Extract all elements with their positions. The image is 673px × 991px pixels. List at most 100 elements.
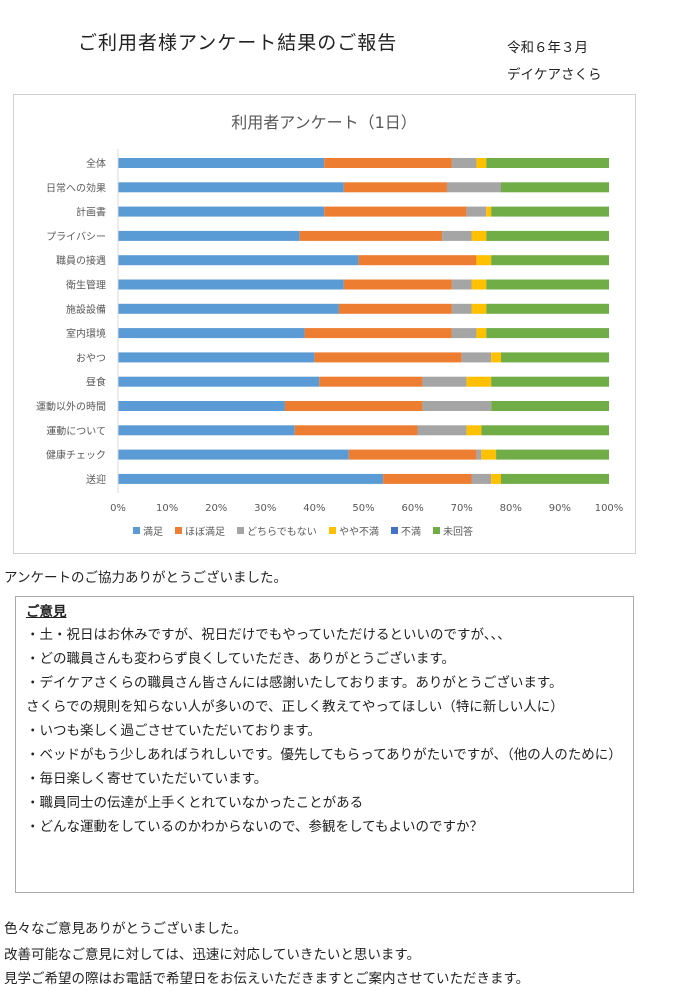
category-label: 送迎 <box>86 473 106 486</box>
bar-segment <box>486 158 609 168</box>
category-label: おやつ <box>76 352 106 364</box>
closing-line-1: 色々なご意見ありがとうございました。 <box>4 921 247 937</box>
bar-segment <box>486 303 609 314</box>
bar-segment <box>358 255 477 266</box>
bar-segment <box>442 230 472 241</box>
bar-segment <box>486 279 609 290</box>
x-tick-label: 20% <box>205 503 227 514</box>
bar-segment <box>348 449 477 460</box>
category-label: プライバシー <box>46 231 106 243</box>
legend-swatch <box>391 527 398 534</box>
legend-label: ほぼ満足 <box>185 526 225 538</box>
bar-segment <box>476 449 482 460</box>
legend-label: 未回答 <box>443 525 473 538</box>
bar-segment <box>118 230 300 241</box>
bar-segment <box>486 206 492 217</box>
chart-canvas: 利用者アンケート（1日） 全体日常への効果計画書プライバシー職員の接遇衛生管理施設… <box>36 113 624 538</box>
bar-segment <box>304 328 452 339</box>
x-tick-label: 70% <box>451 503 473 514</box>
opinion-item: ・土・祝日はお休みですが、祝日だけでもやっていただけるといいのですが、、、 <box>26 627 511 643</box>
bar-segment <box>324 206 467 217</box>
bar-segment <box>466 425 482 436</box>
bar-segment <box>343 279 452 290</box>
bar-segment <box>491 352 501 363</box>
category-label: 昼食 <box>86 376 106 389</box>
document-date: 令和６年３月 <box>507 40 588 56</box>
bar-segment <box>491 206 609 217</box>
bar-segment <box>466 376 492 387</box>
organization-name: デイケアさくら <box>507 67 602 83</box>
closing-line-2: 改善可能なご意見に対しては、迅速に対応していきたいと思います。 <box>4 947 421 963</box>
x-tick-label: 80% <box>500 503 522 514</box>
category-label: 室内環境 <box>66 327 106 340</box>
opinions-heading: ご意見 <box>26 604 67 620</box>
bar-segment <box>481 449 497 460</box>
legend-swatch <box>329 527 336 534</box>
bar-segment <box>496 449 609 460</box>
category-label: 衛生管理 <box>66 279 106 292</box>
bar-segment <box>451 279 472 290</box>
bar-segment <box>466 206 487 217</box>
category-label: 全体 <box>86 157 106 170</box>
opinion-item: ・毎日楽しく寄せていただいています。 <box>26 771 268 787</box>
bar-segment <box>491 401 609 411</box>
bar-segment <box>491 473 501 484</box>
category-label: 健康チェック <box>46 449 106 462</box>
bar-segment <box>294 425 418 436</box>
bar-segment <box>118 352 315 363</box>
thanks-message: アンケートのご協力ありがとうございました。 <box>4 570 287 586</box>
bar-segment <box>118 182 344 193</box>
bar-segment <box>451 328 477 339</box>
survey-chart: 利用者アンケート（1日） 全体 日常への効果 計画書 プライバシー 職員の接遇 衛生管理 施設… <box>13 94 636 554</box>
legend-label: どちらでもない <box>247 526 317 538</box>
bar-segment <box>486 328 609 339</box>
bar-segment <box>500 182 609 193</box>
bar-segment <box>471 303 487 314</box>
category-label: 運動について <box>46 424 106 437</box>
bar-segment <box>476 158 487 168</box>
opinions-list: ・土・祝日はお休みですが、祝日だけでもやっていただけるといいのですが、、、 ・ど… <box>26 623 623 839</box>
bar-segment <box>491 376 609 387</box>
bar-segment <box>338 303 452 314</box>
bar-segment <box>500 473 609 484</box>
bar-segment <box>118 328 305 339</box>
bar-segment <box>476 255 492 266</box>
bar-segment <box>118 303 339 314</box>
opinion-item: ・ベッドがもう少しあればうれしいです。優先してもらってありがたいですが、（他の人… <box>26 747 622 763</box>
bar-segment <box>118 449 349 460</box>
legend-swatch <box>237 527 244 534</box>
bar-segment <box>314 352 462 363</box>
bar-segment <box>417 425 467 436</box>
bar-segment <box>118 158 325 168</box>
chart-title: 利用者アンケート（1日） <box>231 113 417 132</box>
closing-line-3: 見学ご希望の際はお電話で希望日をお伝えいただきますとご案内させていただきます。 <box>4 971 530 987</box>
bar-segment <box>383 473 472 484</box>
document-title: ご利用者様アンケート結果のご報告 <box>78 32 398 54</box>
bar-segment <box>461 352 492 363</box>
bar-segment <box>471 230 487 241</box>
legend-swatch <box>175 527 182 534</box>
category-label: 施設設備 <box>66 303 106 316</box>
bar-segment <box>422 401 492 411</box>
bar-segment <box>299 230 443 241</box>
x-tick-label: 40% <box>303 503 325 514</box>
bar-segment <box>284 401 423 411</box>
bar-segment <box>451 303 472 314</box>
x-tick-label: 30% <box>254 503 276 514</box>
opinion-item: さくらでの規則を知らない人が多いので、正しく教えてやってほしい（特に新しい人に） <box>26 699 564 715</box>
x-tick-label: 50% <box>352 503 374 514</box>
x-tick-label: 90% <box>549 503 571 514</box>
opinions-box: ご意見 ・土・祝日はお休みですが、祝日だけでもやっていただけるといいのですが、、… <box>15 596 634 893</box>
opinion-item: ・どんな運動をしているのかわからないので、参観をしてもよいのですか？ <box>26 819 483 835</box>
bar-segment <box>471 473 492 484</box>
bar-segment <box>118 255 359 266</box>
category-label: 日常への効果 <box>46 181 106 194</box>
x-tick-label: 0% <box>110 503 126 514</box>
bar-segment <box>486 230 609 241</box>
category-label: 運動以外の時間 <box>36 400 106 413</box>
x-tick-label: 100% <box>595 503 624 514</box>
legend-swatch <box>433 527 440 534</box>
bar-segment <box>343 182 447 193</box>
bar-segment <box>491 255 609 266</box>
x-tick-label: 60% <box>401 503 423 514</box>
